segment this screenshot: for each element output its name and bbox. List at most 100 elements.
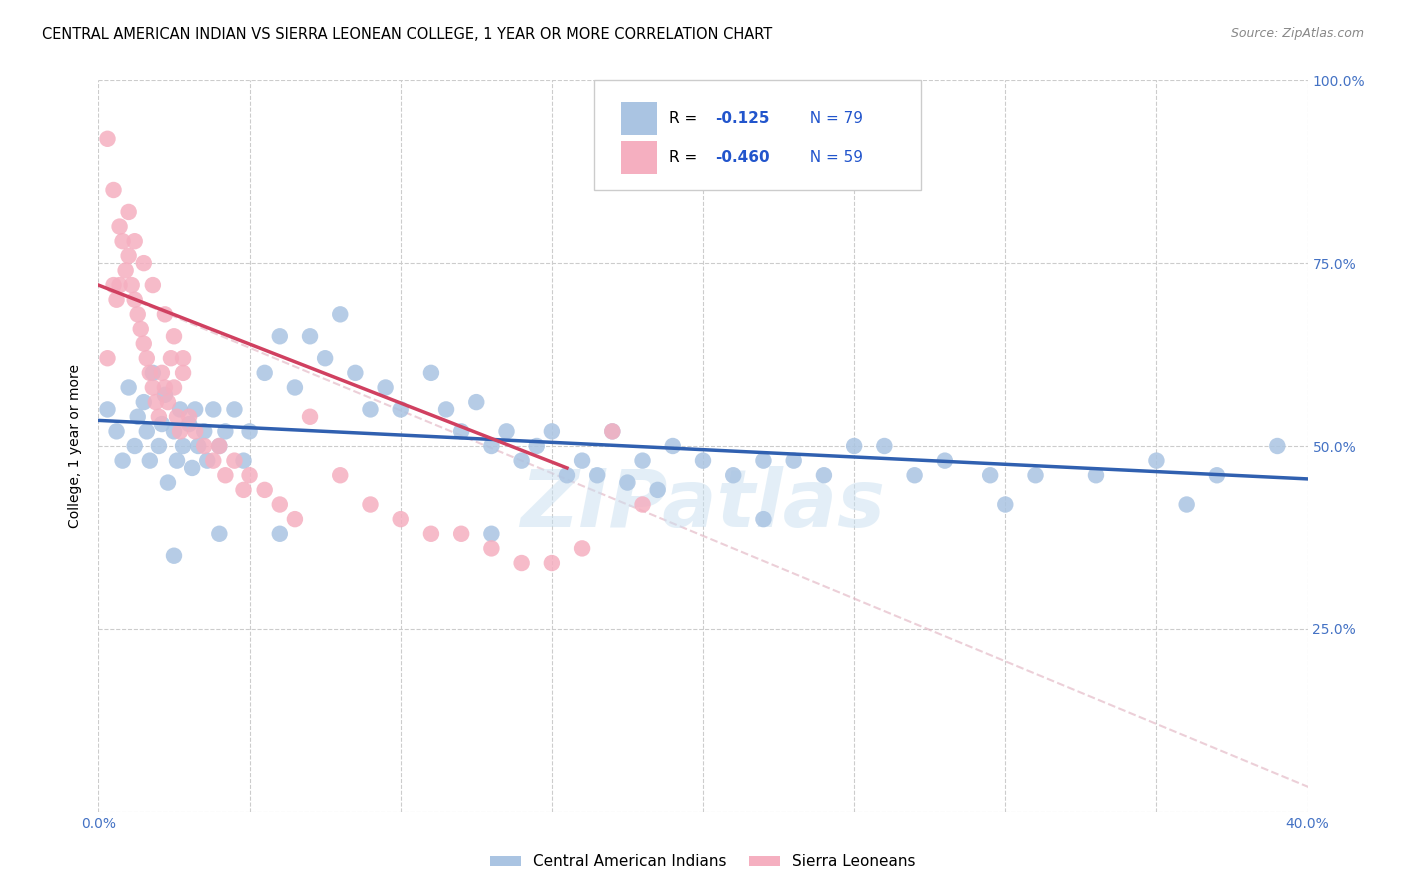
- Point: [934, 453, 956, 467]
- Point: [269, 329, 291, 343]
- Point: [118, 205, 141, 219]
- Point: [108, 278, 131, 293]
- Point: [111, 453, 134, 467]
- Text: N = 59: N = 59: [800, 151, 863, 165]
- Legend: Central American Indians, Sierra Leoneans: Central American Indians, Sierra Leonean…: [484, 848, 922, 875]
- Point: [135, 425, 157, 439]
- Point: [172, 439, 194, 453]
- Point: [108, 219, 131, 234]
- Text: Source: ZipAtlas.com: Source: ZipAtlas.com: [1230, 27, 1364, 40]
- Point: [111, 234, 134, 248]
- Point: [510, 556, 533, 570]
- Point: [1024, 468, 1046, 483]
- Point: [181, 461, 204, 475]
- Point: [450, 425, 472, 439]
- Point: [253, 483, 276, 497]
- Point: [163, 380, 186, 394]
- Point: [1085, 468, 1108, 483]
- Point: [132, 256, 155, 270]
- Point: [118, 380, 141, 394]
- FancyBboxPatch shape: [621, 141, 657, 174]
- Point: [153, 380, 176, 394]
- Point: [555, 468, 578, 483]
- Point: [374, 380, 396, 394]
- Point: [994, 498, 1017, 512]
- Point: [187, 439, 209, 453]
- Point: [1175, 498, 1198, 512]
- Point: [184, 402, 207, 417]
- Point: [153, 307, 176, 321]
- Point: [661, 439, 683, 453]
- Point: [142, 380, 165, 394]
- Point: [602, 425, 624, 439]
- Point: [481, 526, 503, 541]
- Point: [148, 439, 170, 453]
- Point: [156, 395, 179, 409]
- Point: [169, 402, 191, 417]
- Point: [586, 468, 609, 483]
- Point: [127, 307, 149, 321]
- Point: [873, 439, 896, 453]
- Text: ZIPatlas: ZIPatlas: [520, 466, 886, 543]
- Point: [495, 425, 517, 439]
- Point: [420, 366, 443, 380]
- Point: [96, 402, 118, 417]
- Point: [434, 402, 457, 417]
- Point: [96, 132, 118, 146]
- Point: [329, 307, 352, 321]
- Point: [540, 425, 562, 439]
- Point: [118, 249, 141, 263]
- Point: [1267, 439, 1289, 453]
- Point: [214, 425, 236, 439]
- Point: [105, 425, 128, 439]
- Point: [124, 234, 146, 248]
- Point: [329, 468, 352, 483]
- Point: [224, 402, 246, 417]
- Point: [172, 351, 194, 366]
- Point: [420, 526, 443, 541]
- Text: R =: R =: [669, 151, 702, 165]
- Point: [160, 351, 183, 366]
- Point: [150, 417, 173, 431]
- Point: [166, 453, 188, 467]
- Point: [783, 453, 806, 467]
- Point: [752, 512, 775, 526]
- Point: [360, 402, 382, 417]
- Point: [124, 293, 146, 307]
- Point: [105, 293, 128, 307]
- Point: [389, 402, 412, 417]
- Point: [145, 395, 167, 409]
- Point: [121, 278, 143, 293]
- Point: [163, 549, 186, 563]
- Point: [150, 366, 173, 380]
- Point: [813, 468, 835, 483]
- Point: [132, 395, 155, 409]
- Text: -0.460: -0.460: [716, 151, 769, 165]
- Point: [284, 512, 307, 526]
- Y-axis label: College, 1 year or more: College, 1 year or more: [69, 364, 83, 528]
- Point: [214, 468, 236, 483]
- Text: N = 79: N = 79: [800, 111, 863, 126]
- Text: -0.125: -0.125: [716, 111, 769, 126]
- Point: [1144, 453, 1167, 467]
- Point: [647, 483, 669, 497]
- Point: [344, 366, 367, 380]
- Point: [132, 336, 155, 351]
- Point: [232, 483, 254, 497]
- Point: [103, 183, 125, 197]
- Point: [169, 425, 191, 439]
- Point: [208, 526, 231, 541]
- Point: [239, 425, 262, 439]
- Point: [752, 453, 775, 467]
- Point: [692, 453, 714, 467]
- Point: [202, 453, 225, 467]
- Point: [135, 351, 157, 366]
- Point: [979, 468, 1001, 483]
- Point: [360, 498, 382, 512]
- Point: [616, 475, 638, 490]
- Point: [904, 468, 927, 483]
- Point: [224, 453, 246, 467]
- FancyBboxPatch shape: [621, 103, 657, 135]
- Point: [166, 409, 188, 424]
- Point: [299, 329, 322, 343]
